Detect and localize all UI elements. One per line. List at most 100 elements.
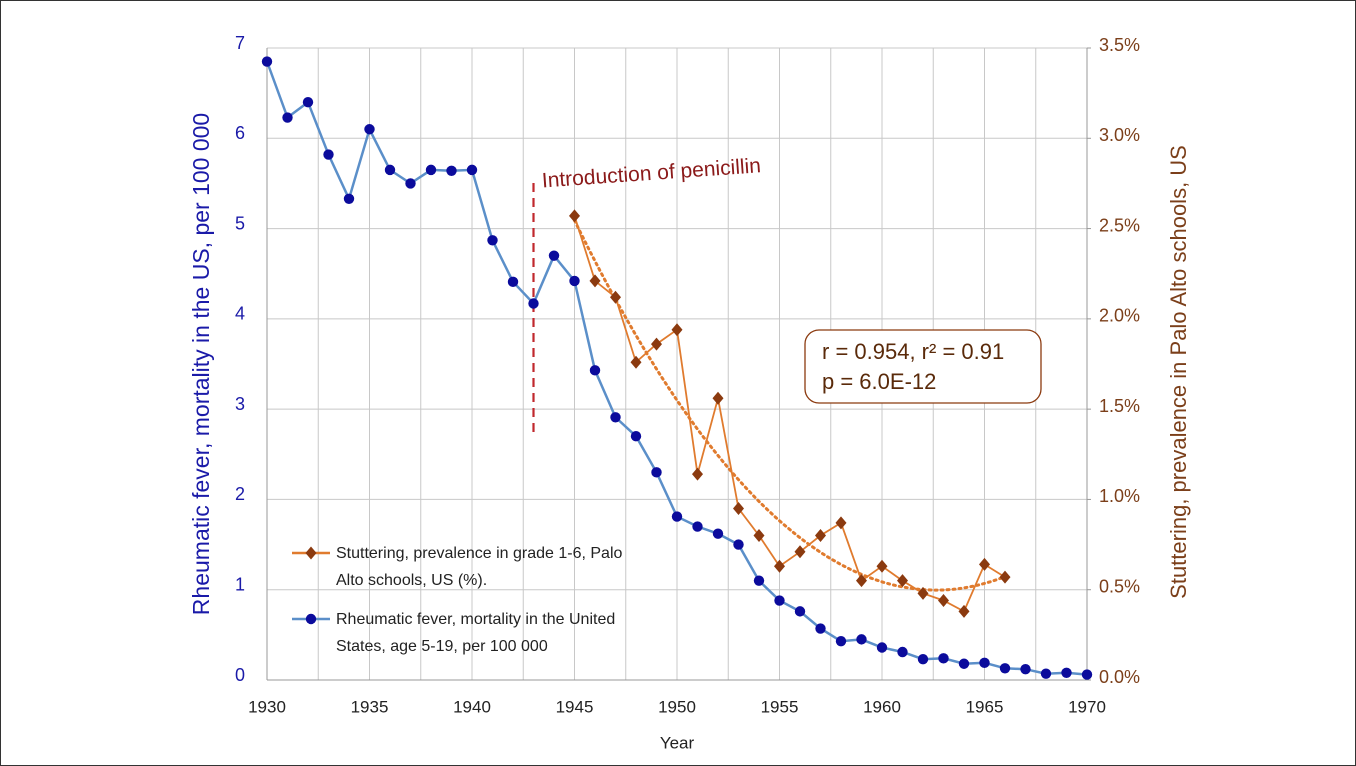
point <box>856 634 867 645</box>
point <box>671 323 683 337</box>
point <box>897 574 908 588</box>
y-tick-label: 7 <box>235 33 245 53</box>
point <box>323 149 334 160</box>
series-line <box>573 215 1006 613</box>
point <box>446 165 457 176</box>
x-tick-label: 1965 <box>966 697 1004 716</box>
y-axis-title: Rheumatic fever, mortality in the US, pe… <box>188 113 214 615</box>
point <box>507 276 519 288</box>
point <box>958 604 970 618</box>
stats-text: r = 0.954, r² = 0.91 <box>822 339 1004 364</box>
legend-swatch <box>292 546 330 560</box>
y2-tick-label: 1.0% <box>1099 486 1140 506</box>
y-tick-label: 5 <box>235 213 245 233</box>
point <box>917 654 929 665</box>
point <box>384 164 396 176</box>
point <box>815 623 826 634</box>
point <box>466 164 478 176</box>
y2-tick-label: 0.5% <box>1099 576 1140 596</box>
point <box>938 653 949 664</box>
point <box>1020 663 1031 675</box>
point <box>856 574 867 588</box>
point <box>425 164 437 176</box>
point <box>610 412 621 423</box>
point <box>979 557 990 571</box>
point <box>733 501 744 515</box>
y2-tick-label: 3.0% <box>1099 125 1140 145</box>
point <box>938 594 949 608</box>
y-tick-label: 2 <box>235 484 245 504</box>
y2-tick-label: 0.0% <box>1099 667 1140 687</box>
legend-item: Stuttering, prevalence in grade 1-6, Pal… <box>292 540 652 594</box>
legend: Stuttering, prevalence in grade 1-6, Pal… <box>292 540 652 672</box>
stats-text: p = 6.0E-12 <box>822 369 936 394</box>
point <box>282 112 293 123</box>
point <box>794 606 806 617</box>
x-tick-label: 1970 <box>1068 697 1106 716</box>
point <box>917 586 929 600</box>
x-tick-label: 1955 <box>761 697 799 716</box>
point <box>261 56 273 67</box>
point <box>671 511 683 522</box>
point <box>774 595 785 606</box>
point <box>610 290 621 304</box>
point <box>302 96 314 108</box>
point <box>753 575 765 586</box>
point <box>405 178 416 189</box>
legend-item: Rheumatic fever, mortality in the United… <box>292 606 652 660</box>
point <box>876 559 888 573</box>
y-tick-label: 1 <box>235 574 245 594</box>
point <box>999 663 1011 674</box>
point <box>774 559 785 573</box>
point <box>487 235 498 246</box>
point <box>1040 668 1052 679</box>
legend-label: Rheumatic fever, mortality in the United… <box>336 611 616 655</box>
point <box>712 391 724 405</box>
y-tick-label: 6 <box>235 123 245 143</box>
y-tick-label: 0 <box>235 665 245 685</box>
point <box>958 658 970 669</box>
point <box>630 431 642 442</box>
x-tick-label: 1950 <box>658 697 696 716</box>
point <box>528 298 539 309</box>
point <box>794 545 806 559</box>
point <box>979 657 990 669</box>
point <box>569 275 580 287</box>
stats-box <box>804 329 1042 404</box>
y-tick-label: 3 <box>235 394 245 414</box>
point <box>651 337 662 351</box>
y-tick-label: 4 <box>235 304 245 324</box>
y2-axis-title: Stuttering, prevalence in Palo Alto scho… <box>1166 145 1191 599</box>
point <box>364 124 375 135</box>
y2-tick-label: 3.5% <box>1099 35 1140 55</box>
point <box>835 635 847 647</box>
legend-label: Stuttering, prevalence in grade 1-6, Pal… <box>336 545 623 589</box>
point <box>589 365 601 376</box>
point <box>343 193 355 204</box>
point <box>692 467 703 481</box>
x-tick-label: 1930 <box>248 697 286 716</box>
point <box>569 209 580 223</box>
y2-tick-label: 2.0% <box>1099 306 1140 326</box>
x-tick-label: 1935 <box>351 697 389 716</box>
x-tick-label: 1940 <box>453 697 491 716</box>
point <box>815 529 826 543</box>
y2-tick-label: 1.5% <box>1099 396 1140 416</box>
point <box>876 642 888 653</box>
x-tick-label: 1960 <box>863 697 901 716</box>
y2-tick-label: 2.5% <box>1099 215 1140 235</box>
point <box>630 355 642 369</box>
point <box>897 646 908 658</box>
point <box>589 274 601 288</box>
point <box>651 467 662 478</box>
point <box>733 539 744 550</box>
point <box>835 516 847 530</box>
point <box>1081 669 1093 680</box>
x-axis-title: Year <box>660 733 695 752</box>
point <box>1061 667 1072 678</box>
x-tick-label: 1945 <box>556 697 594 716</box>
point <box>692 521 703 532</box>
